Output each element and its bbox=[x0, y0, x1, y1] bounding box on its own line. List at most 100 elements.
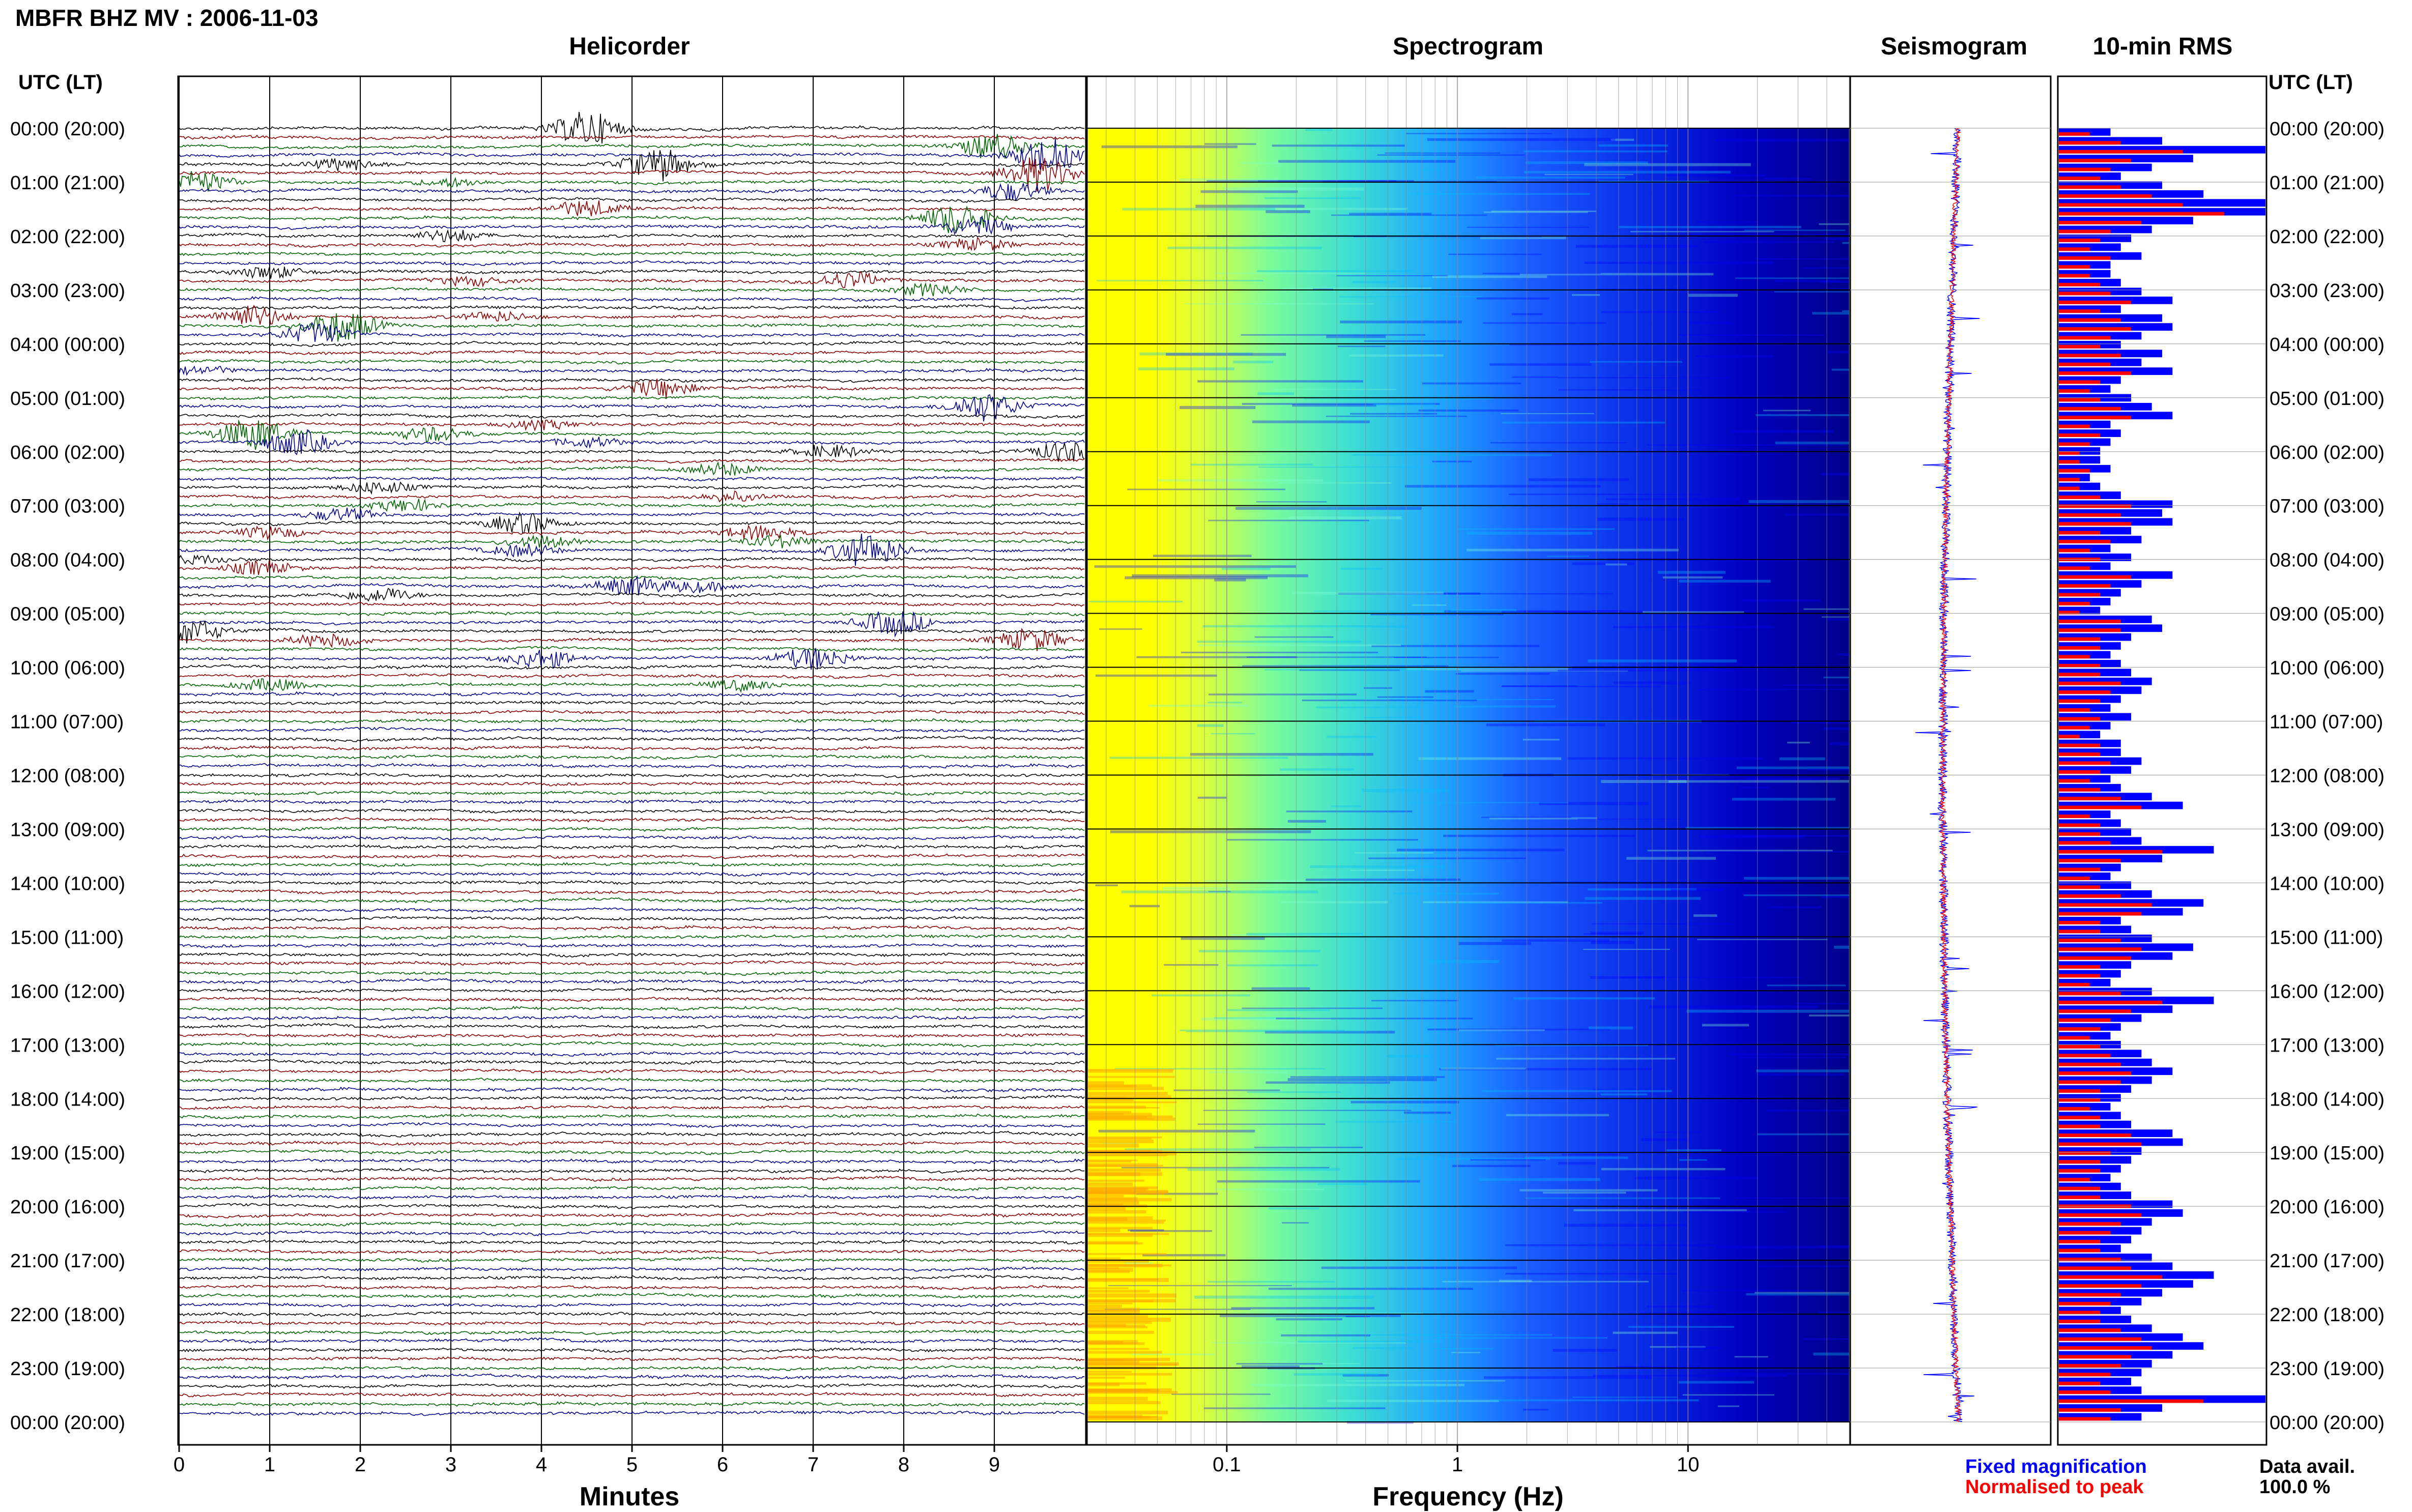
helicorder-trace bbox=[179, 1383, 1085, 1389]
spectrogram-streak bbox=[1796, 195, 1850, 197]
rms-bar-normalised bbox=[2059, 150, 2183, 154]
spectrogram-streak bbox=[1489, 363, 1592, 366]
helicorder-trace bbox=[179, 419, 1085, 431]
helicorder-trace bbox=[179, 282, 1085, 297]
helicorder-trace bbox=[179, 1041, 1085, 1048]
spectrogram-streak bbox=[1404, 485, 1601, 488]
spectrogram-streak bbox=[1216, 1188, 1324, 1190]
spectrogram-streak bbox=[1590, 931, 1644, 935]
helicorder-trace bbox=[179, 313, 1085, 342]
helicorder-trace bbox=[179, 664, 1085, 671]
rms-bar-normalised bbox=[2059, 619, 2121, 623]
spectrogram-streak bbox=[1476, 297, 1549, 300]
spectrogram-lowfreq-band bbox=[1088, 1389, 1141, 1393]
rms-bar-normalised bbox=[2059, 1399, 2204, 1403]
spectrogram-streak bbox=[1682, 1290, 1824, 1292]
spectrogram-lowfreq-band bbox=[1088, 1293, 1177, 1298]
rms-bar-normalised bbox=[2059, 229, 2111, 234]
helicorder-trace bbox=[179, 511, 1085, 534]
spectrogram-streak bbox=[1831, 368, 1850, 371]
helicorder-trace bbox=[179, 1130, 1085, 1138]
spectrogram-streak bbox=[1519, 1189, 1658, 1191]
spectrogram-streak bbox=[1114, 1068, 1326, 1070]
spectrogram-lowfreq-band bbox=[1088, 1095, 1171, 1098]
spectrogram-streak bbox=[1740, 1057, 1847, 1058]
rms-bar-normalised bbox=[2059, 1373, 2111, 1377]
spectrogram-lowfreq-band bbox=[1088, 1139, 1154, 1144]
rms-bar-normalised bbox=[2059, 1337, 2142, 1341]
helicorder-trace bbox=[179, 1051, 1085, 1057]
rms-bar-normalised bbox=[2059, 655, 2090, 659]
spectrogram-streak bbox=[1331, 214, 1487, 216]
spectrogram-streak bbox=[1406, 667, 1568, 671]
spectrogram-streak bbox=[1775, 442, 1850, 445]
spectrogram-streak bbox=[1519, 273, 1714, 276]
spectrogram-streak bbox=[1364, 340, 1461, 342]
rms-title: 10-min RMS bbox=[2092, 33, 2233, 60]
spectrogram-lowfreq-band bbox=[1088, 1371, 1132, 1373]
spectrogram-lowfreq-band bbox=[1088, 1099, 1134, 1101]
time-tick-label-right: 12:00 (08:00) bbox=[2270, 766, 2385, 787]
spectrogram-lowfreq-band bbox=[1088, 1200, 1139, 1205]
spectrogram-streak bbox=[1744, 229, 1846, 231]
spectrogram-streak bbox=[1121, 1167, 1330, 1169]
spectrogram-streak bbox=[1278, 482, 1392, 484]
spectrogram-streak bbox=[1528, 478, 1629, 481]
helicorder-trace bbox=[179, 377, 1085, 383]
spectrogram-lowfreq-band bbox=[1088, 1075, 1175, 1078]
spectrogram-streak bbox=[1208, 702, 1242, 704]
rms-bar-normalised bbox=[2059, 282, 2101, 286]
rms-bar-normalised bbox=[2059, 336, 2111, 340]
time-tick-label-right: 13:00 (09:00) bbox=[2270, 819, 2385, 840]
rms-bar-normalised bbox=[2059, 1107, 2090, 1111]
rms-bar-normalised bbox=[2059, 380, 2101, 384]
spectrogram-streak bbox=[1209, 1071, 1288, 1073]
time-tick-label-left: 05:00 (01:00) bbox=[10, 388, 125, 410]
spectrogram-streak bbox=[1495, 1044, 1649, 1046]
spectrogram-lowfreq-band bbox=[1088, 1351, 1162, 1354]
spectrogram-streak bbox=[1714, 138, 1850, 142]
rms-bar-normalised bbox=[2059, 416, 2132, 420]
spectrogram-streak bbox=[1784, 513, 1850, 516]
helicorder-trace bbox=[179, 138, 1085, 170]
helicorder-trace bbox=[179, 780, 1085, 787]
spectrogram-streak bbox=[1702, 241, 1835, 243]
rms-bar-normalised bbox=[2059, 708, 2090, 712]
spectrogram-streak bbox=[1822, 895, 1850, 898]
spectrogram-lowfreq-band bbox=[1088, 1138, 1152, 1140]
spectrogram-streak bbox=[1211, 733, 1256, 735]
seismogram-title: Seismogram bbox=[1880, 33, 2028, 60]
spectrogram-streak bbox=[1272, 144, 1405, 147]
spectrogram-lowfreq-band bbox=[1088, 1107, 1160, 1109]
spectrogram-streak bbox=[1671, 888, 1725, 891]
spectrogram-streak bbox=[1678, 1381, 1755, 1384]
spectrogram-streak bbox=[1730, 1053, 1850, 1056]
legend-normalised: Normalised to peak bbox=[1965, 1476, 2144, 1498]
spectrogram-streak bbox=[1364, 716, 1421, 718]
utc-header-right: UTC (LT) bbox=[2269, 71, 2353, 94]
rms-bar-normalised bbox=[2059, 478, 2080, 482]
rms-bar-normalised bbox=[2059, 371, 2132, 375]
spectrogram-streak bbox=[1224, 187, 1364, 191]
helicorder-trace bbox=[179, 1086, 1085, 1093]
rms-bar-normalised bbox=[2059, 1213, 2142, 1217]
time-tick-label-left: 14:00 (10:00) bbox=[10, 873, 125, 894]
spectrogram-streak bbox=[1849, 544, 1850, 547]
spectrogram-streak bbox=[1310, 865, 1445, 868]
rms-bar-normalised bbox=[2059, 185, 2121, 189]
helicorder-trace bbox=[179, 978, 1085, 984]
spectrogram-streak bbox=[1195, 205, 1305, 208]
spectrogram-streak bbox=[1130, 1230, 1212, 1232]
helicorder-trace bbox=[179, 673, 1085, 679]
spectrogram-streak bbox=[1620, 977, 1802, 978]
minute-tick-label: 2 bbox=[355, 1453, 366, 1476]
helicorder-trace bbox=[179, 699, 1085, 706]
spectrogram-streak bbox=[1588, 659, 1737, 663]
spectrogram-streak bbox=[1241, 334, 1426, 336]
spectrogram-streak bbox=[1287, 1078, 1437, 1081]
spectrogram-streak bbox=[1592, 923, 1732, 925]
spectrogram-streak bbox=[1798, 182, 1850, 184]
spectrogram-streak bbox=[1763, 410, 1811, 412]
spectrogram-streak bbox=[1736, 766, 1850, 769]
spectrogram-streak bbox=[1774, 291, 1850, 293]
